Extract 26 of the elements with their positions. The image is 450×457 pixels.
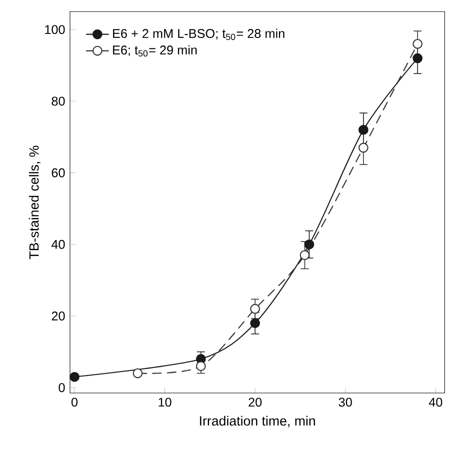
legend-label: E6 + 2 mM L-BSO; t$_{50}$= 28 min: [113, 28, 284, 40]
x-tick-label: 10: [158, 398, 172, 407]
point: [412, 38, 423, 49]
point: [358, 124, 368, 135]
x-tick-label: 40: [428, 398, 442, 407]
x-axis-title: Irradiation time, min: [200, 416, 315, 428]
point: [358, 142, 368, 153]
point: [300, 250, 310, 260]
x-tick-label: 0: [71, 398, 78, 407]
point: [132, 368, 143, 378]
y-tick-label: 80: [52, 96, 65, 106]
x-tick-label: 20: [248, 398, 262, 407]
point: [196, 361, 206, 372]
y-axis-title: TB-stained cells, %: [28, 146, 40, 260]
legend-label: E6; t$_{50}$= 29 min: [113, 45, 197, 57]
point: [250, 318, 260, 328]
y-tick-label: 0: [58, 383, 65, 392]
y-tick-label: 100: [45, 25, 65, 34]
point: [304, 239, 314, 250]
x-tick-label: 30: [338, 398, 352, 407]
point: [70, 372, 80, 382]
y-tick-label: 20: [52, 312, 65, 320]
y-tick-label: 60: [52, 168, 65, 178]
y-tick-label: 40: [51, 240, 65, 249]
point: [250, 304, 260, 314]
point: [412, 53, 423, 64]
